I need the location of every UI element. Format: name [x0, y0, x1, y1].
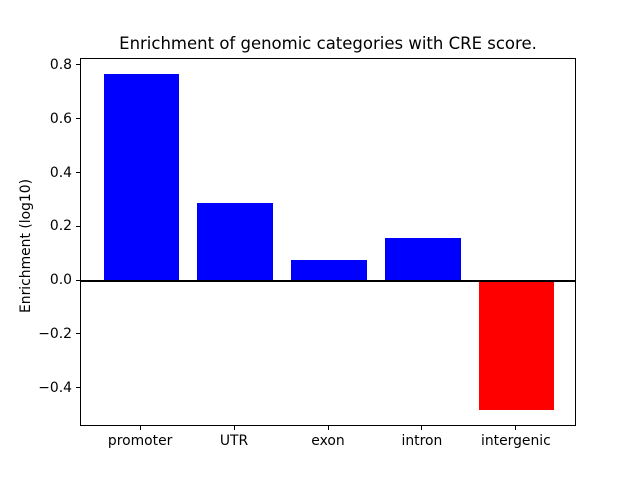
y-tick-label: 0.2 — [49, 218, 72, 235]
y-tick-label: −0.4 — [38, 379, 72, 396]
bar-promoter — [103, 74, 179, 282]
zero-line — [81, 280, 575, 283]
x-tick-label-UTR: UTR — [219, 433, 249, 449]
y-tick-mark — [76, 172, 80, 173]
y-tick-mark — [76, 279, 80, 281]
x-tick-mark — [327, 426, 329, 430]
y-tick-label: −0.2 — [38, 325, 72, 342]
y-tick-label: 0.0 — [49, 272, 72, 289]
x-tick-mark — [421, 426, 423, 430]
x-tick-mark — [515, 426, 517, 430]
x-tick-mark — [233, 426, 235, 430]
x-tick-label-intron: intron — [401, 433, 443, 449]
x-tick-mark — [139, 426, 141, 430]
x-tick-label-exon: exon — [311, 433, 345, 449]
y-tick-mark — [76, 118, 80, 120]
bar-intergenic — [479, 281, 555, 411]
y-tick-label: 0.8 — [49, 56, 72, 73]
y-tick-label: 0.6 — [49, 110, 72, 127]
x-tick-label-intergenic: intergenic — [480, 433, 551, 449]
x-tick-label-promoter: promoter — [107, 433, 173, 449]
y-tick-mark — [76, 64, 80, 66]
y-tick-mark — [76, 225, 80, 227]
y-tick-mark — [76, 387, 80, 389]
bar-UTR — [197, 203, 273, 282]
chart-title: Enrichment of genomic categories with CR… — [119, 34, 537, 53]
bar-intron — [385, 238, 461, 282]
y-tick-mark — [76, 333, 80, 335]
y-axis-label: Enrichment (log10) — [18, 178, 34, 314]
bar-exon — [291, 259, 367, 282]
y-tick-label: 0.4 — [49, 164, 72, 181]
plot-area — [80, 58, 576, 426]
